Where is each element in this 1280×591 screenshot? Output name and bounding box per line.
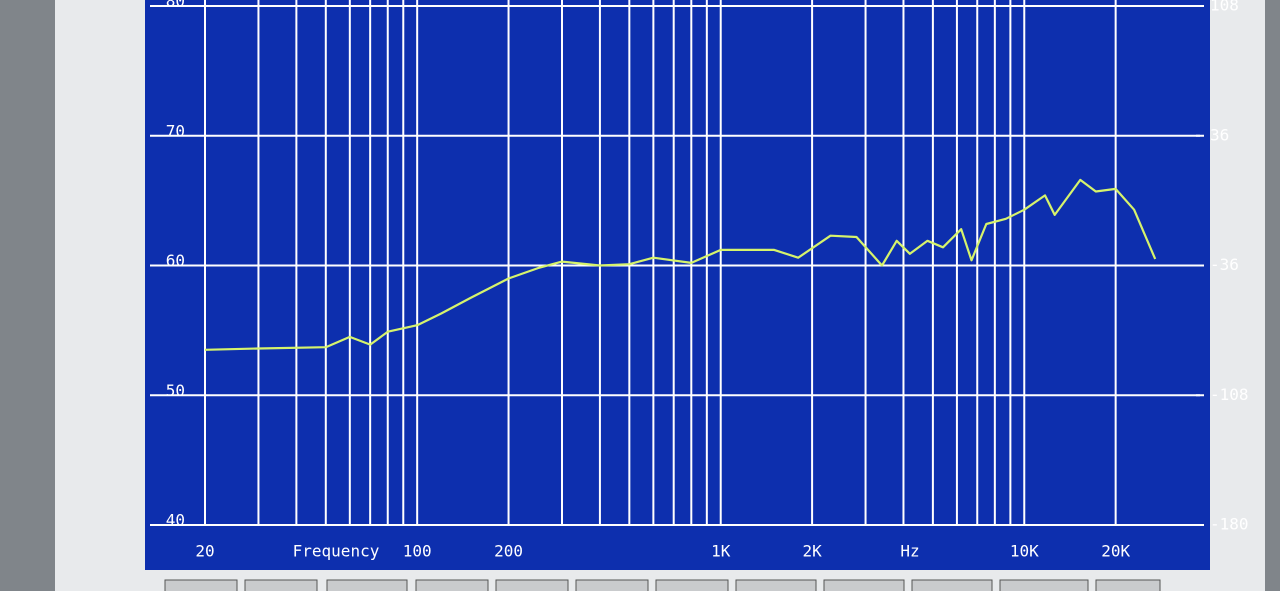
response-line [204, 178, 1157, 351]
button[interactable] [1095, 579, 1161, 591]
button[interactable] [655, 579, 729, 591]
button[interactable] [999, 579, 1089, 591]
y-tick-label: 40 [166, 511, 185, 530]
button[interactable] [575, 579, 649, 591]
x-tick-label: 1K [711, 542, 731, 561]
y-tick-label: 50 [166, 381, 185, 400]
y-tick-label: 80 [166, 0, 185, 11]
button[interactable] [911, 579, 993, 591]
y2-tick-label: 108 [1210, 0, 1239, 15]
button[interactable] [244, 579, 318, 591]
x-tick-label: 20 [195, 542, 214, 561]
x-tick-label: 10K [1010, 542, 1039, 561]
x-tick-label: 200 [494, 542, 523, 561]
x-axis-label: Frequency [293, 542, 380, 561]
button[interactable] [735, 579, 817, 591]
y2-tick-label: -180 [1210, 515, 1249, 534]
button[interactable] [495, 579, 569, 591]
button[interactable] [415, 579, 489, 591]
button[interactable] [326, 579, 408, 591]
y2-tick-label: -36 [1210, 255, 1239, 274]
plot-panel [145, 0, 1210, 570]
x-unit-label: Hz [900, 542, 919, 561]
y2-tick-label: -108 [1210, 385, 1249, 404]
button-row [164, 579, 1161, 591]
x-tick-label: 20K [1101, 542, 1130, 561]
y2-tick-label: 36 [1210, 125, 1229, 144]
x-tick-label: 2K [802, 542, 822, 561]
y-tick-label: 60 [166, 251, 185, 270]
x-tick-label: 100 [403, 542, 432, 561]
button[interactable] [164, 579, 238, 591]
y-tick-label: 70 [166, 121, 185, 140]
button[interactable] [823, 579, 905, 591]
